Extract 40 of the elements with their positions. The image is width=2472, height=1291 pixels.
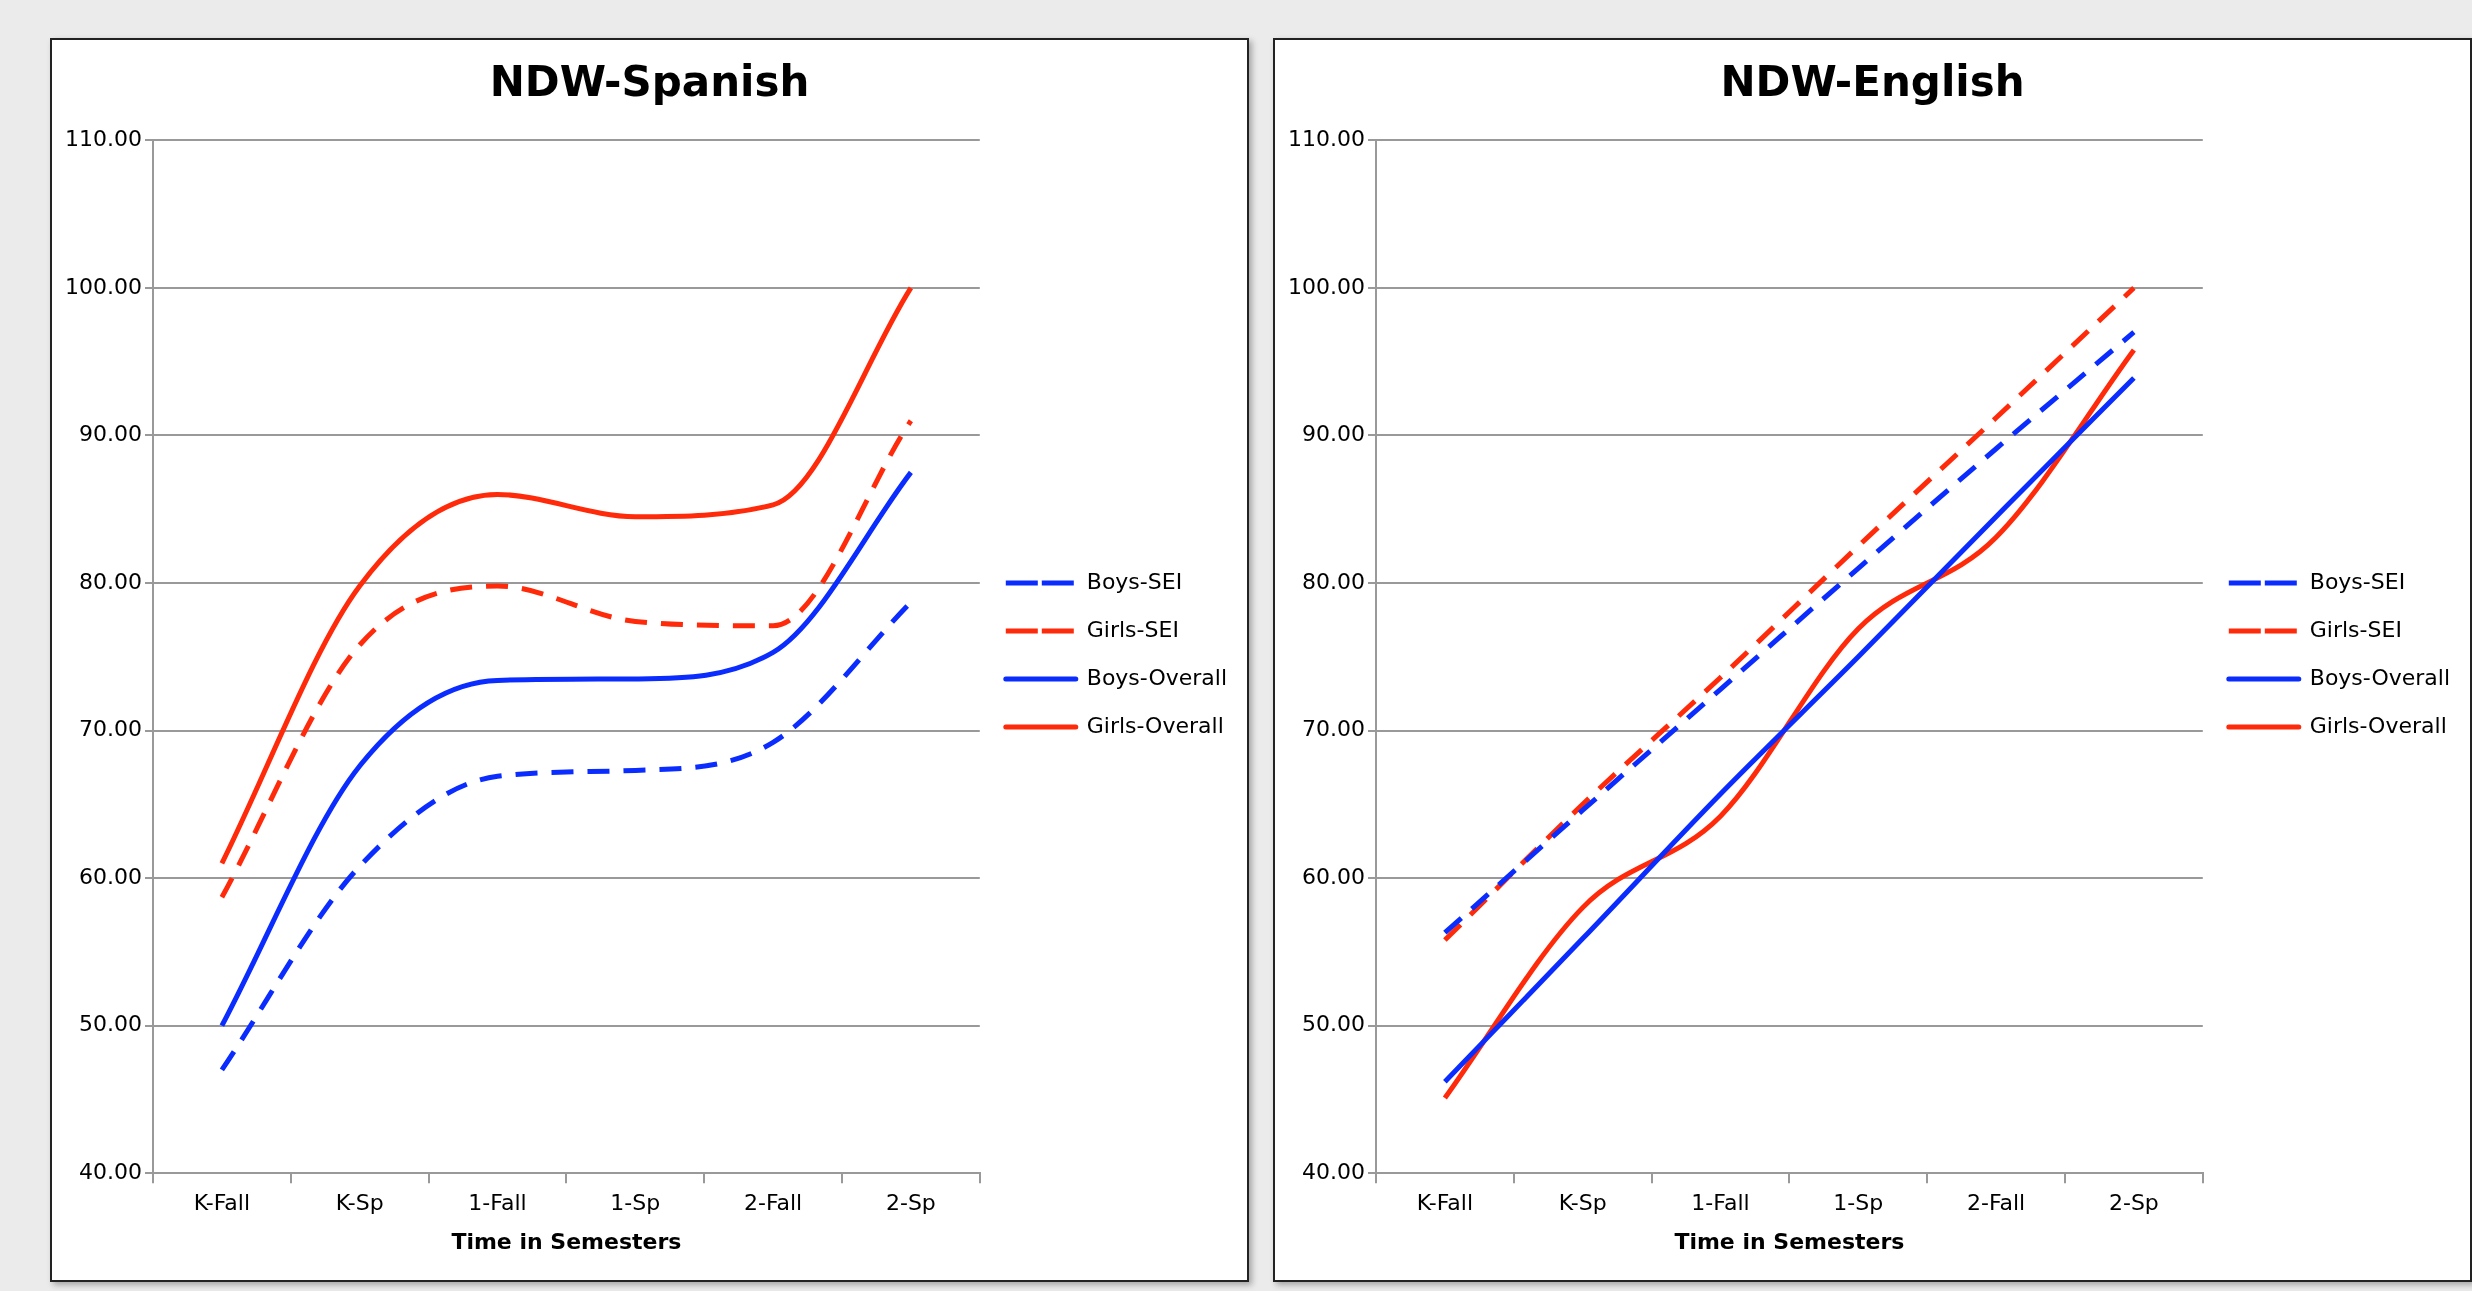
x-axis-title: Time in Semesters <box>451 1228 682 1254</box>
y-tick-label: 110.00 <box>64 126 142 152</box>
chart-title: NDW-English <box>1720 57 2025 107</box>
y-tick-label: 100.00 <box>1287 273 1365 299</box>
y-tick-label: 50.00 <box>1301 1011 1365 1037</box>
y-tick-label: 70.00 <box>78 716 142 742</box>
y-tick-label: 100.00 <box>64 273 142 299</box>
x-tick-label: 1-Sp <box>610 1190 661 1216</box>
legend-label: Girls-SEI <box>2309 616 2402 642</box>
y-tick-label: 50.00 <box>78 1011 142 1037</box>
x-tick-label: 2-Sp <box>2108 1190 2159 1216</box>
legend-label: Girls-Overall <box>2309 712 2447 738</box>
legend-label: Boys-SEI <box>1086 568 1183 594</box>
y-tick-label: 40.00 <box>1301 1158 1365 1184</box>
x-tick-label: K-Fall <box>193 1190 251 1216</box>
x-tick-label: 1-Fall <box>1691 1190 1750 1216</box>
y-tick-label: 80.00 <box>1301 568 1365 594</box>
y-tick-label: 80.00 <box>78 568 142 594</box>
y-tick-label: 70.00 <box>1301 716 1365 742</box>
y-tick-label: 60.00 <box>1301 863 1365 889</box>
x-tick-label: 2-Fall <box>1966 1190 2026 1216</box>
y-tick-label: 60.00 <box>78 863 142 889</box>
legend-label: Girls-Overall <box>1086 712 1224 738</box>
legend-label: Boys-SEI <box>2309 568 2406 594</box>
x-tick-label: 2-Sp <box>885 1190 936 1216</box>
x-tick-label: K-Sp <box>335 1190 384 1216</box>
x-tick-label: 1-Sp <box>1833 1190 1884 1216</box>
x-tick-label: K-Sp <box>1558 1190 1607 1216</box>
y-tick-label: 40.00 <box>78 1158 142 1184</box>
y-tick-label: 90.00 <box>78 421 142 447</box>
legend-label: Boys-Overall <box>2309 664 2451 690</box>
y-tick-label: 90.00 <box>1301 421 1365 447</box>
x-axis-title: Time in Semesters <box>1674 1228 1905 1254</box>
y-tick-label: 110.00 <box>1287 126 1365 152</box>
x-tick-label: 2-Fall <box>743 1190 803 1216</box>
legend-label: Boys-Overall <box>1086 664 1228 690</box>
legend-label: Girls-SEI <box>1086 616 1179 642</box>
x-tick-label: 1-Fall <box>468 1190 527 1216</box>
chart-title: NDW-Spanish <box>489 57 810 107</box>
x-tick-label: K-Fall <box>1416 1190 1474 1216</box>
